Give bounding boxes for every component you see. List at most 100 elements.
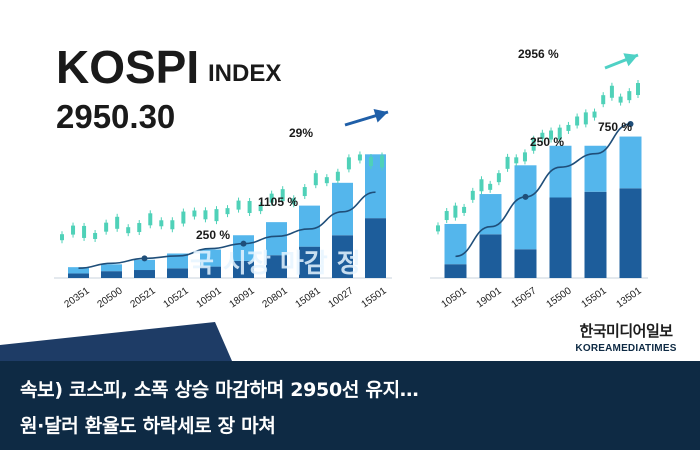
candle-body-11 (531, 138, 536, 151)
bar-dark-3 (167, 268, 188, 278)
bar-dark-4 (200, 266, 221, 278)
bar-dark-7 (299, 246, 320, 278)
headline-line-1: 속보) 코스피, 소폭 상승 마감하며 2950선 유지… (20, 379, 419, 401)
tick-label-6: 20801 (261, 285, 290, 310)
candle-body-20 (280, 189, 285, 202)
trend-arrow-head (623, 53, 638, 67)
bar-light-3 (549, 145, 572, 198)
candle-body-5 (115, 216, 120, 229)
bar-light-1 (479, 194, 502, 235)
tick-label-3: 10521 (162, 285, 191, 310)
bar-dark-9 (365, 218, 386, 278)
candle-body-19 (601, 95, 606, 105)
candle-body-15 (566, 124, 571, 131)
candle-body-23 (636, 83, 640, 96)
candle-body-22 (302, 187, 307, 197)
tick-label-5: 18091 (228, 285, 257, 310)
bar-light-7 (299, 205, 320, 247)
bar-dark-0 (444, 264, 467, 278)
candle-body-24 (324, 177, 329, 184)
bar-light-5 (619, 136, 642, 189)
annotation-2: 29% (289, 126, 313, 140)
candle-body-5 (479, 179, 484, 192)
candle-body-20 (609, 85, 614, 98)
trend-line (78, 191, 376, 269)
brand-name-korean: 한국미디어일보 (579, 322, 673, 340)
candle-body-0 (436, 225, 440, 232)
candle-body-4 (104, 222, 109, 232)
bar-light-3 (167, 253, 188, 269)
brand-name-english: KOREAMEDIATIMES (566, 342, 686, 355)
bar-light-6 (266, 222, 287, 256)
right-chart: 10501 19001 15057 15500 15501 13501 250 % 750 %… (430, 47, 648, 310)
candle-body-2 (453, 205, 458, 218)
bar-light-5 (233, 235, 254, 261)
candle-body-0 (60, 234, 64, 241)
candle-body-17 (583, 112, 588, 125)
bar-dark-6 (266, 255, 287, 278)
bar-dark-8 (332, 235, 353, 278)
brand-logo: 한국미디어일보 KOREAMEDIATIMES (566, 322, 686, 355)
corner-accent (0, 322, 232, 361)
candle-body-13 (203, 210, 208, 220)
candle-body-18 (258, 205, 263, 212)
bar-dark-5 (233, 260, 254, 278)
bar-dark-1 (479, 234, 502, 278)
candle-body-9 (514, 157, 519, 164)
candle-body-21 (618, 96, 623, 103)
candle-body-9 (159, 220, 164, 227)
candle-body-17 (247, 200, 252, 213)
bar-light-4 (584, 145, 607, 192)
candle-body-14 (214, 209, 219, 222)
tick-label-1: 20500 (96, 285, 125, 310)
candle-body-25 (335, 171, 340, 181)
candle-body-2 (82, 225, 87, 238)
candle-body-18 (592, 111, 597, 118)
bar-dark-3 (549, 197, 572, 278)
trend-line (455, 123, 631, 258)
candle-body-1 (71, 225, 76, 235)
annotation-1: 1105 % (258, 195, 298, 209)
candle-body-21 (291, 198, 296, 205)
tick-label-0: 10501 (440, 285, 469, 310)
bar-light-0 (444, 223, 467, 265)
candle-body-1 (444, 211, 449, 221)
overlay-caption: 국 시장 마감 정 (190, 249, 361, 279)
candle-body-3 (93, 232, 98, 239)
tick-label-9: 15501 (360, 285, 389, 310)
trend-point-5 (627, 120, 634, 127)
candle-body-6 (488, 183, 493, 190)
trend-point-2 (141, 255, 148, 262)
chart-title: KOSPI (56, 41, 199, 93)
trend-arrow-head (373, 109, 388, 123)
candle-body-8 (505, 156, 510, 169)
bar-light-1 (101, 264, 122, 272)
annotation-2: 2956 % (518, 47, 559, 61)
annotation-0: 250 % (196, 228, 230, 242)
candle-body-7 (137, 223, 142, 233)
bar-light-0 (68, 267, 89, 274)
candle-body-4 (470, 190, 475, 200)
tick-label-0: 20351 (63, 285, 92, 310)
tick-label-5: 13501 (615, 285, 644, 310)
candle-body-11 (181, 211, 186, 224)
candle-body-10 (170, 220, 175, 230)
candle-body-3 (462, 206, 467, 213)
candle-body-27 (357, 154, 362, 161)
bar-light-2 (134, 259, 155, 271)
bar-dark-0 (68, 273, 89, 278)
index-value: 2950.30 (56, 98, 175, 135)
candle-body-16 (236, 200, 241, 210)
candle-body-19 (269, 193, 274, 203)
candle-body-12 (540, 132, 545, 139)
tick-label-2: 20521 (129, 285, 158, 310)
left-chart: 20351 20500 20521 10521 10501 18091 20801 15081… (54, 109, 392, 310)
bar-dark-1 (101, 271, 122, 278)
candle-body-7 (496, 173, 501, 183)
candle-body-8 (148, 213, 153, 226)
candle-body-23 (313, 173, 318, 186)
trend-point-5 (240, 240, 247, 247)
annotation-0: 250 % (530, 135, 564, 149)
candle-body-12 (192, 210, 197, 217)
